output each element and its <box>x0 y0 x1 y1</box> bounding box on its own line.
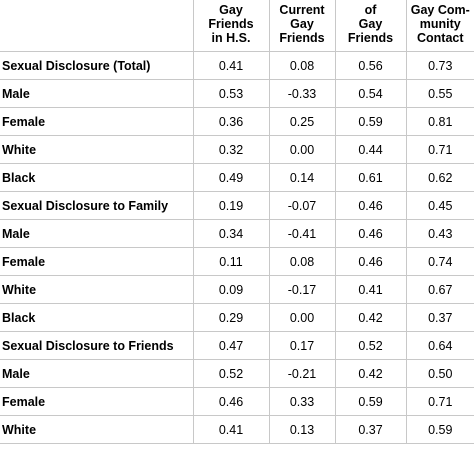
table-cell: 0.53 <box>192 79 269 108</box>
table-row: Sexual Disclosure (Total) 0.41 0.08 0.56… <box>0 51 474 80</box>
table-cell: 0.37 <box>405 303 474 332</box>
table-row: Black 0.49 0.14 0.61 0.62 <box>0 163 474 192</box>
table-cell: 0.29 <box>192 303 269 332</box>
table-cell: 0.46 <box>334 247 406 276</box>
table-cell: 0.52 <box>334 331 406 360</box>
table-row: White 0.32 0.00 0.44 0.71 <box>0 135 474 164</box>
table-cell: 0.33 <box>268 387 335 416</box>
table-cell: 0.32 <box>192 135 269 164</box>
table-cell: 0.59 <box>405 415 474 444</box>
table-cell: 0.61 <box>334 163 406 192</box>
table-cell: 0.42 <box>334 303 406 332</box>
table-cell: 0.59 <box>334 107 406 136</box>
table-cell: 0.55 <box>405 79 474 108</box>
row-label: Male <box>0 359 193 388</box>
table-cell: -0.33 <box>268 79 335 108</box>
row-label: Black <box>0 163 193 192</box>
table-row: Female 0.11 0.08 0.46 0.74 <box>0 247 474 276</box>
column-header: Gay Friends in H.S. <box>192 0 269 52</box>
table-cell: 0.81 <box>405 107 474 136</box>
table-cell: 0.11 <box>192 247 269 276</box>
correlation-table-container: Gay Friends in H.S. Current Gay Friends … <box>0 0 474 444</box>
table-row: Sexual Disclosure to Friends 0.47 0.17 0… <box>0 331 474 360</box>
table-cell: 0.00 <box>268 303 335 332</box>
column-header: Gay Com- munity Contact <box>405 0 474 52</box>
row-label: Female <box>0 387 193 416</box>
table-cell: 0.19 <box>192 191 269 220</box>
correlation-table: Gay Friends in H.S. Current Gay Friends … <box>0 0 474 444</box>
row-label: Sexual Disclosure to Friends <box>0 331 193 360</box>
table-row: White 0.09 -0.17 0.41 0.67 <box>0 275 474 304</box>
row-label: White <box>0 415 193 444</box>
table-cell: 0.08 <box>268 51 335 80</box>
table-cell: 0.64 <box>405 331 474 360</box>
table-cell: -0.17 <box>268 275 335 304</box>
table-row: Male 0.53 -0.33 0.54 0.55 <box>0 79 474 108</box>
table-cell: 0.54 <box>334 79 406 108</box>
row-label: Male <box>0 79 193 108</box>
table-cell: 0.71 <box>405 135 474 164</box>
table-row: Male 0.52 -0.21 0.42 0.50 <box>0 359 474 388</box>
row-label: Female <box>0 247 193 276</box>
header-row-label-column <box>0 0 193 52</box>
row-label: White <box>0 275 193 304</box>
table-cell: 0.37 <box>334 415 406 444</box>
row-label: Female <box>0 107 193 136</box>
table-cell: 0.67 <box>405 275 474 304</box>
table-cell: 0.14 <box>268 163 335 192</box>
table-cell: 0.09 <box>192 275 269 304</box>
table-cell: 0.47 <box>192 331 269 360</box>
table-cell: 0.45 <box>405 191 474 220</box>
table-row: Sexual Disclosure to Family 0.19 -0.07 0… <box>0 191 474 220</box>
table-row: Black 0.29 0.00 0.42 0.37 <box>0 303 474 332</box>
table-cell: 0.08 <box>268 247 335 276</box>
table-cell: 0.41 <box>192 415 269 444</box>
table-cell: 0.13 <box>268 415 335 444</box>
table-cell: 0.36 <box>192 107 269 136</box>
table-cell: 0.56 <box>334 51 406 80</box>
column-header: Current Gay Friends <box>268 0 335 52</box>
table-cell: -0.07 <box>268 191 335 220</box>
table-row: Male 0.34 -0.41 0.46 0.43 <box>0 219 474 248</box>
table-row: Female 0.36 0.25 0.59 0.81 <box>0 107 474 136</box>
table-cell: 0.42 <box>334 359 406 388</box>
header-row: Gay Friends in H.S. Current Gay Friends … <box>0 0 474 52</box>
table-cell: 0.46 <box>192 387 269 416</box>
table-cell: 0.41 <box>192 51 269 80</box>
table-cell: 0.71 <box>405 387 474 416</box>
row-label: Sexual Disclosure (Total) <box>0 51 193 80</box>
table-row: White 0.41 0.13 0.37 0.59 <box>0 415 474 444</box>
table-cell: 0.59 <box>334 387 406 416</box>
row-label: Male <box>0 219 193 248</box>
table-cell: 0.62 <box>405 163 474 192</box>
table-cell: 0.74 <box>405 247 474 276</box>
table-cell: 0.44 <box>334 135 406 164</box>
table-cell: 0.25 <box>268 107 335 136</box>
table-cell: 0.41 <box>334 275 406 304</box>
table-cell: 0.50 <box>405 359 474 388</box>
table-cell: 0.49 <box>192 163 269 192</box>
table-cell: 0.17 <box>268 331 335 360</box>
table-cell: -0.41 <box>268 219 335 248</box>
table-cell: 0.00 <box>268 135 335 164</box>
row-label: Black <box>0 303 193 332</box>
column-header: of Gay Friends <box>334 0 406 52</box>
table-cell: 0.46 <box>334 219 406 248</box>
table-row: Female 0.46 0.33 0.59 0.71 <box>0 387 474 416</box>
table-cell: 0.43 <box>405 219 474 248</box>
table-cell: 0.34 <box>192 219 269 248</box>
row-label: White <box>0 135 193 164</box>
table-cell: 0.52 <box>192 359 269 388</box>
row-label: Sexual Disclosure to Family <box>0 191 193 220</box>
table-cell: -0.21 <box>268 359 335 388</box>
table-cell: 0.46 <box>334 191 406 220</box>
table-cell: 0.73 <box>405 51 474 80</box>
